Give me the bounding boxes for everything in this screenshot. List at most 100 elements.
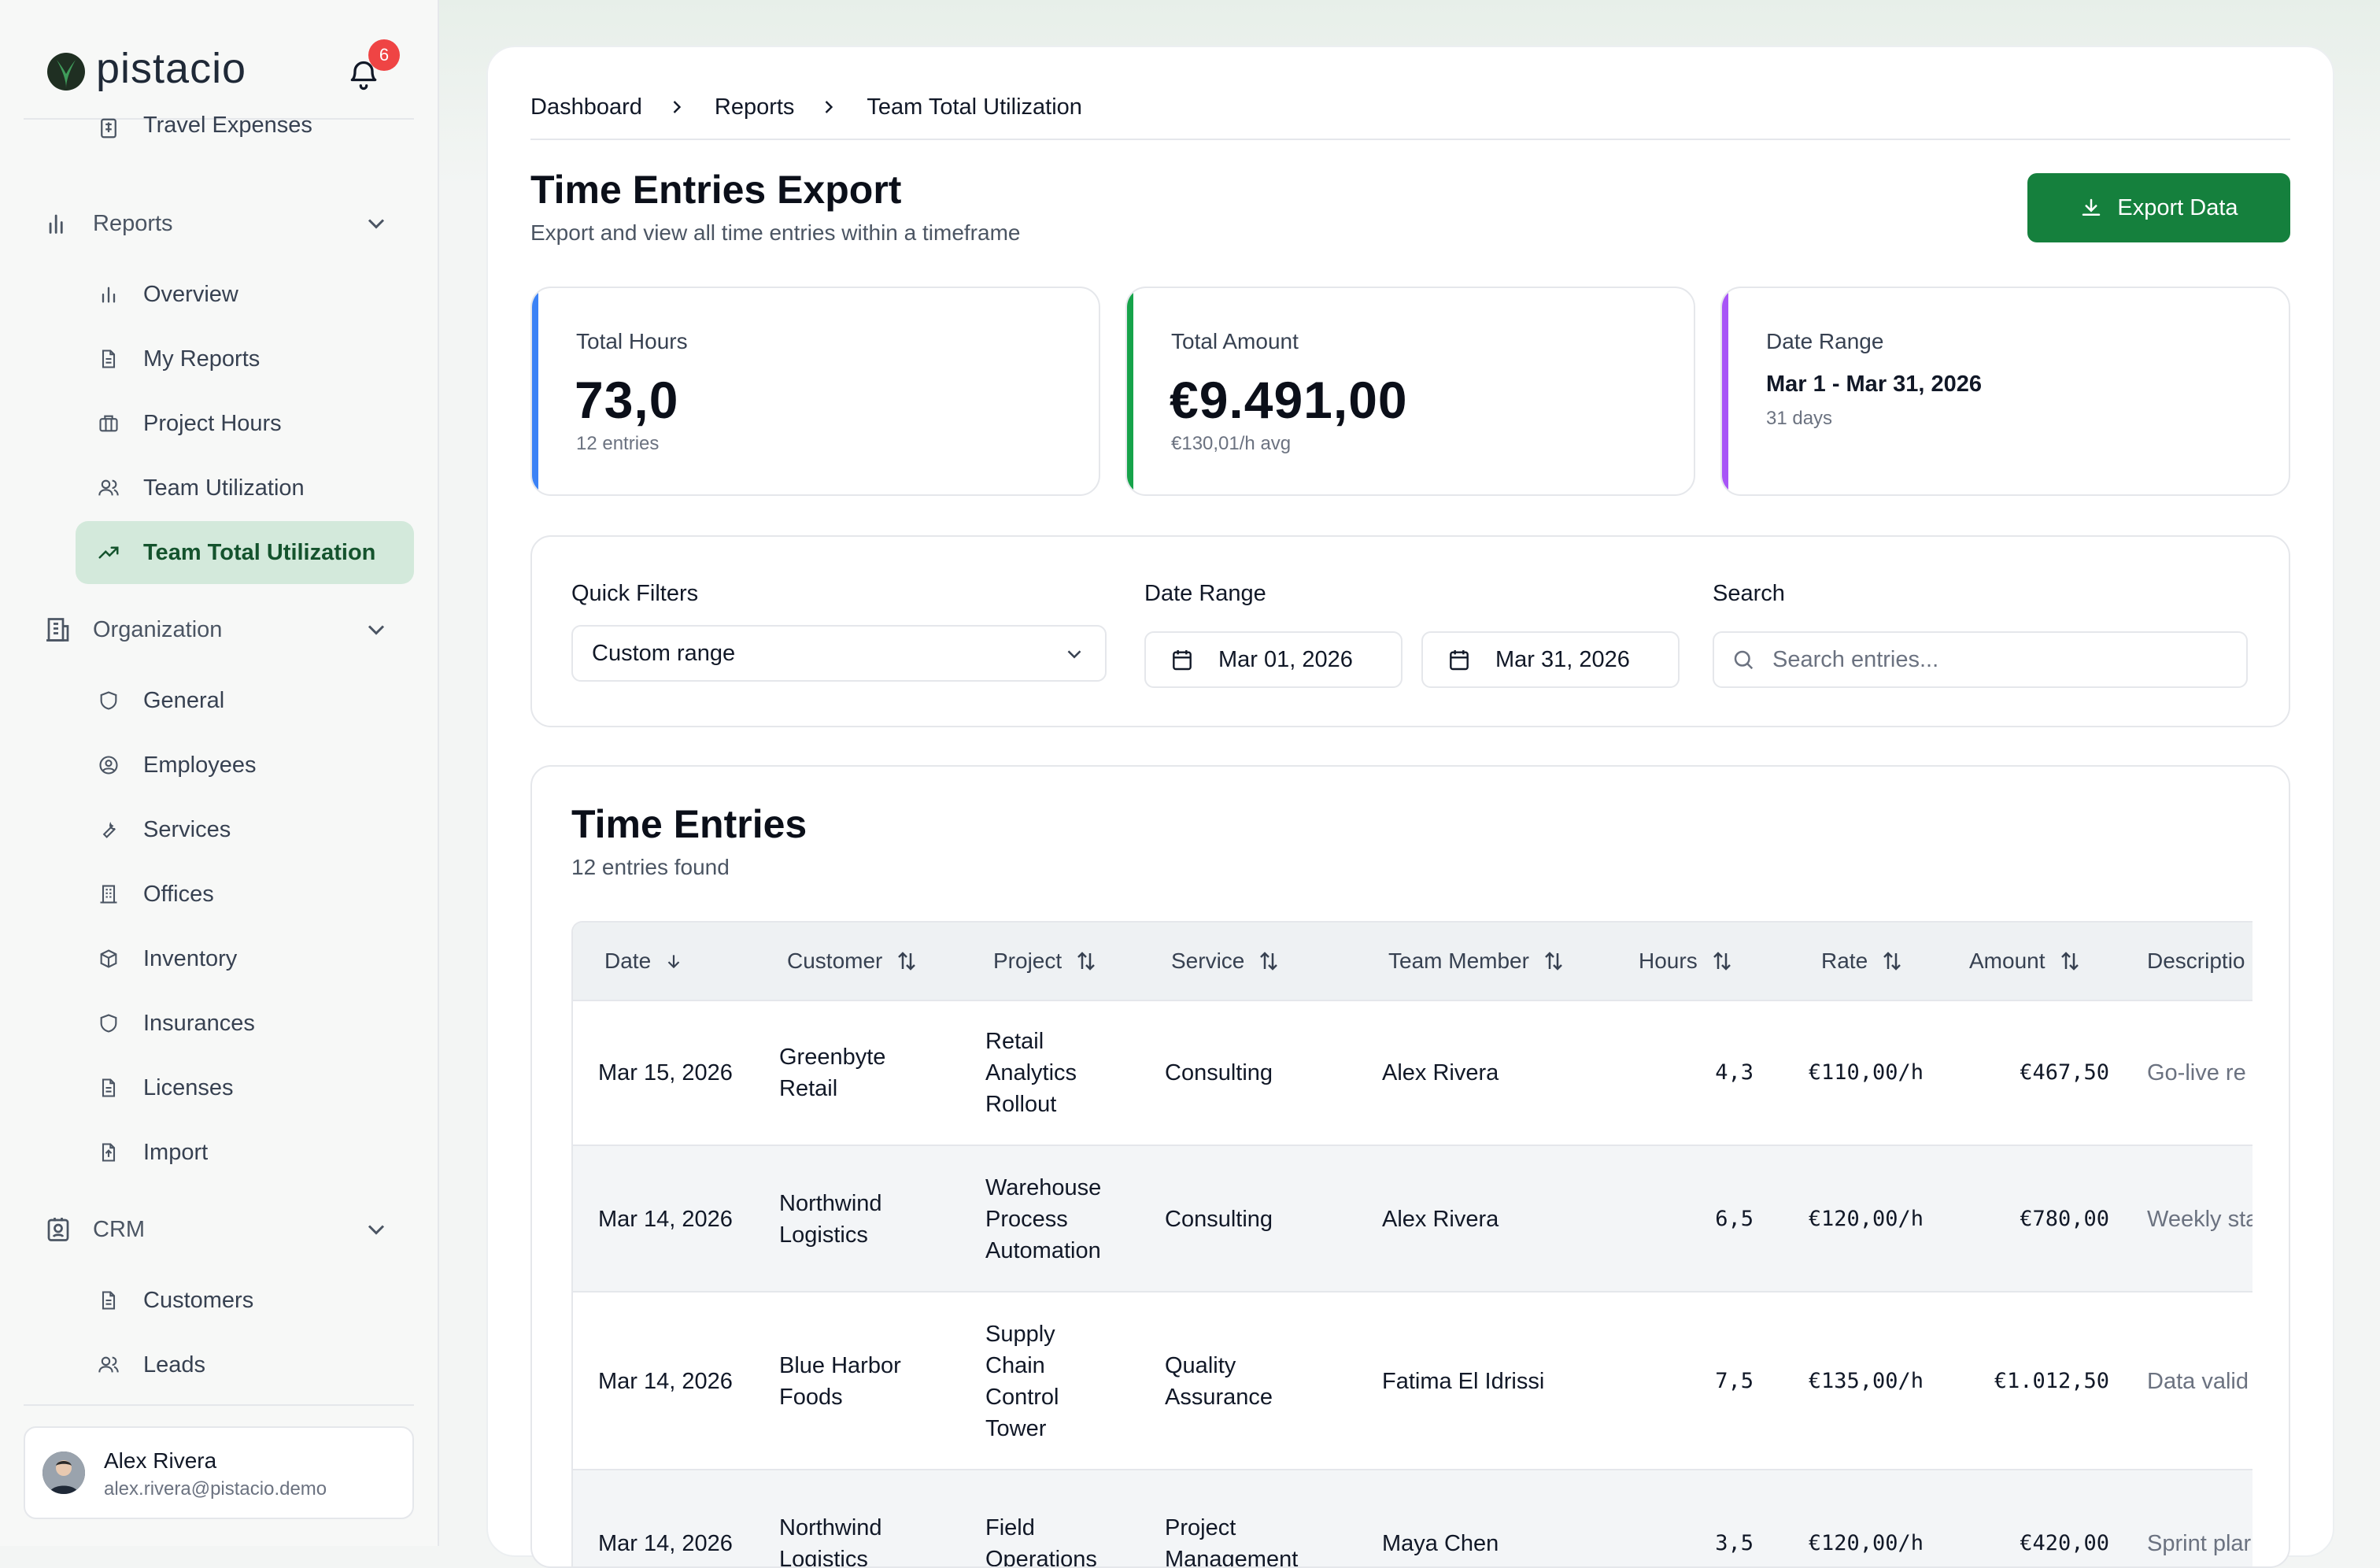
sidebar-item-general[interactable]: General <box>94 669 414 732</box>
column-header-amount[interactable]: Amount <box>1969 923 2082 1000</box>
filters-card: Quick Filters Custom range Date Range Ma… <box>530 535 2290 727</box>
column-header-description[interactable]: Descriptio <box>2147 923 2245 1000</box>
sidebar-item-label: Employees <box>143 752 257 778</box>
notification-bell-icon[interactable] <box>346 58 381 93</box>
sidebar-item-licenses[interactable]: Licenses <box>94 1056 414 1119</box>
notification-badge: 6 <box>368 39 400 71</box>
sidebar-item-project-hours[interactable]: Project Hours <box>94 392 414 455</box>
sidebar-item-leads[interactable]: Leads <box>94 1333 414 1396</box>
sidebar-item-label: Insurances <box>143 1010 255 1036</box>
document-icon <box>94 1074 123 1102</box>
column-header-date[interactable]: Date <box>604 923 684 1000</box>
cell-customer: Blue Harbor Foods <box>779 1353 901 1410</box>
breadcrumb-reports[interactable]: Reports <box>714 94 795 120</box>
package-icon <box>94 945 123 973</box>
sidebar-item-label: Project Hours <box>143 410 282 436</box>
bar-chart-icon <box>44 209 72 238</box>
sidebar-item-label: Services <box>143 816 231 842</box>
search-field[interactable] <box>1713 631 2248 688</box>
sidebar-item-services[interactable]: Services <box>94 798 414 861</box>
sidebar-item-label: Customers <box>143 1287 254 1313</box>
file-upload-icon <box>94 1138 123 1167</box>
column-header-team-member[interactable]: Team Member <box>1388 923 1565 1000</box>
chevron-down-icon[interactable] <box>362 209 390 238</box>
stat-subtext: €130,01/h avg <box>1171 433 1292 454</box>
sidebar-item-offices[interactable]: Offices <box>94 863 414 926</box>
users-icon <box>94 1351 123 1379</box>
chevron-down-icon <box>1067 650 1081 659</box>
calendar-icon <box>1450 650 1469 671</box>
table-row[interactable]: Mar 14, 2026 Blue Harbor Foods Supply Chai… <box>573 1292 2252 1470</box>
column-label: Hours <box>1639 949 1698 973</box>
sidebar-item-customers[interactable]: Customers <box>94 1269 414 1332</box>
sidebar-group-crm[interactable]: CRM <box>44 1198 414 1261</box>
cell-date: Mar 15, 2026 <box>598 1060 733 1085</box>
export-data-button[interactable]: Export Data <box>2027 173 2290 242</box>
stat-subtext: 31 days <box>1766 408 1833 429</box>
cell-date: Mar 14, 2026 <box>598 1369 733 1394</box>
column-header-hours[interactable]: Hours <box>1639 923 1734 1000</box>
sidebar-item-insurances[interactable]: Insurances <box>94 992 414 1055</box>
column-header-service[interactable]: Service <box>1171 923 1281 1000</box>
stat-accent-bar <box>1722 288 1728 494</box>
user-email: alex.rivera@pistacio.demo <box>104 1478 327 1500</box>
stat-value: €9.491,00 <box>1170 371 1408 429</box>
stat-label: Total Amount <box>1171 329 1299 353</box>
column-header-project[interactable]: Project <box>993 923 1098 1000</box>
document-icon <box>94 345 123 373</box>
date-to-input[interactable]: Mar 31, 2026 <box>1421 631 1680 688</box>
sidebar-item-inventory[interactable]: Inventory <box>94 927 414 990</box>
cell-rate: €135,00/h <box>1808 1369 1924 1393</box>
cell-team-member: Alex Rivera <box>1382 1060 1499 1085</box>
quick-filter-select[interactable]: Custom range <box>571 625 1107 682</box>
sidebar-item-label: Travel Expenses <box>143 112 312 138</box>
stat-accent-bar <box>1127 288 1133 494</box>
cell-hours: 3,5 <box>1715 1531 1754 1555</box>
sidebar-item-import[interactable]: Import <box>94 1121 414 1184</box>
date-from-input[interactable]: Mar 01, 2026 <box>1144 631 1402 688</box>
sort-icon <box>2060 952 2079 971</box>
column-header-customer[interactable]: Customer <box>787 923 918 1000</box>
sidebar-item-employees[interactable]: Employees <box>94 734 414 797</box>
column-header-rate[interactable]: Rate <box>1821 923 1904 1000</box>
chevron-down-icon[interactable] <box>362 616 390 644</box>
sidebar-item-label: Import <box>143 1139 209 1165</box>
sidebar-group-reports[interactable]: Reports <box>44 192 414 255</box>
sidebar-group-organization[interactable]: Organization <box>44 598 414 661</box>
quick-filter-value: Custom range <box>592 640 736 666</box>
user-profile-card[interactable]: Alex Rivera alex.rivera@pistacio.demo <box>24 1426 414 1519</box>
table-row[interactable]: Mar 14, 2026 Northwind Logistics Field Ope… <box>573 1470 2252 1566</box>
sidebar: pistacio 6 Travel Expenses Reports Overv… <box>0 0 439 1546</box>
sidebar-item-team-total-utilization[interactable]: Team Total Utilization <box>76 521 414 584</box>
table-row[interactable]: Mar 14, 2026 Northwind Logistics Warehous… <box>573 1146 2252 1292</box>
date-to-value: Mar 31, 2026 <box>1495 646 1630 672</box>
sidebar-item-label: Team Utilization <box>143 475 305 501</box>
sidebar-item-overview[interactable]: Overview <box>94 263 414 326</box>
entries-count: 12 entries found <box>571 855 730 879</box>
calendar-icon <box>1173 650 1192 671</box>
page-subtitle: Export and view all time entries within … <box>530 220 1021 245</box>
search-input[interactable] <box>1771 645 2215 674</box>
sidebar-group-label: Reports <box>93 210 173 236</box>
user-name: Alex Rivera <box>104 1448 217 1473</box>
sidebar-item-my-reports[interactable]: My Reports <box>94 327 414 390</box>
sidebar-item-travel-expenses[interactable]: Travel Expenses <box>94 109 414 148</box>
cell-customer: Greenbyte Retail <box>779 1045 886 1101</box>
chevron-down-icon[interactable] <box>362 1215 390 1244</box>
table-row[interactable]: Mar 15, 2026 Greenbyte Retail Retail Analy… <box>573 1000 2252 1146</box>
document-icon <box>94 1286 123 1315</box>
shield-icon <box>94 686 123 715</box>
cell-service: Quality Assurance <box>1165 1353 1273 1410</box>
sidebar-item-team-utilization[interactable]: Team Utilization <box>94 457 414 520</box>
cell-project: Supply Chain Control Tower <box>985 1322 1059 1441</box>
breadcrumb-dashboard[interactable]: Dashboard <box>530 94 642 120</box>
breadcrumb: Dashboard Reports Team Total Utilization <box>530 88 1082 126</box>
stat-card-date-range: Date Range Mar 1 - Mar 31, 2026 31 days <box>1720 287 2290 496</box>
cell-amount: €780,00 <box>2020 1207 2109 1231</box>
sort-icon <box>898 952 916 971</box>
chevron-right-icon <box>826 101 833 113</box>
cell-project: Retail Analytics Rollout <box>985 1029 1077 1117</box>
column-label: Team Member <box>1388 949 1529 973</box>
briefcase-icon <box>94 409 123 438</box>
search-icon <box>1734 650 1754 670</box>
